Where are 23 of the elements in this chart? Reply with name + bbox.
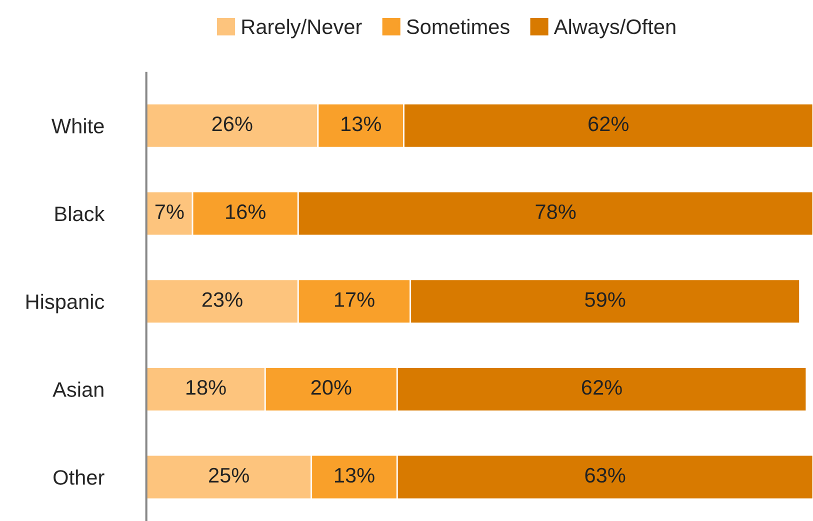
- data-label: 20%: [311, 380, 352, 395]
- data-label: 23%: [202, 292, 242, 307]
- data-label: 62%: [588, 116, 628, 132]
- y-tick-label: Black: [55, 206, 105, 222]
- data-label: 17%: [335, 292, 374, 307]
- y-tick-label: Hispanic: [26, 294, 104, 314]
- legend-label: Rarely/Never: [242, 18, 362, 38]
- y-tick-label: Asian: [52, 382, 104, 397]
- data-label: 13%: [342, 116, 381, 132]
- data-label: 63%: [585, 468, 626, 483]
- y-tick-label: Other: [54, 470, 104, 485]
- data-label: 59%: [585, 292, 626, 307]
- data-label: 25%: [209, 468, 249, 483]
- data-label: 18%: [186, 380, 226, 395]
- y-tick-label: White: [52, 118, 104, 134]
- data-label: 7%: [155, 204, 184, 220]
- legend-label: Sometimes: [406, 18, 510, 34]
- data-label: 26%: [212, 116, 252, 132]
- data-label: 13%: [335, 468, 374, 483]
- data-label: 16%: [226, 204, 266, 220]
- data-label: 62%: [582, 380, 622, 395]
- data-label: 78%: [536, 204, 576, 220]
- legend-label: Always/Often: [554, 18, 676, 38]
